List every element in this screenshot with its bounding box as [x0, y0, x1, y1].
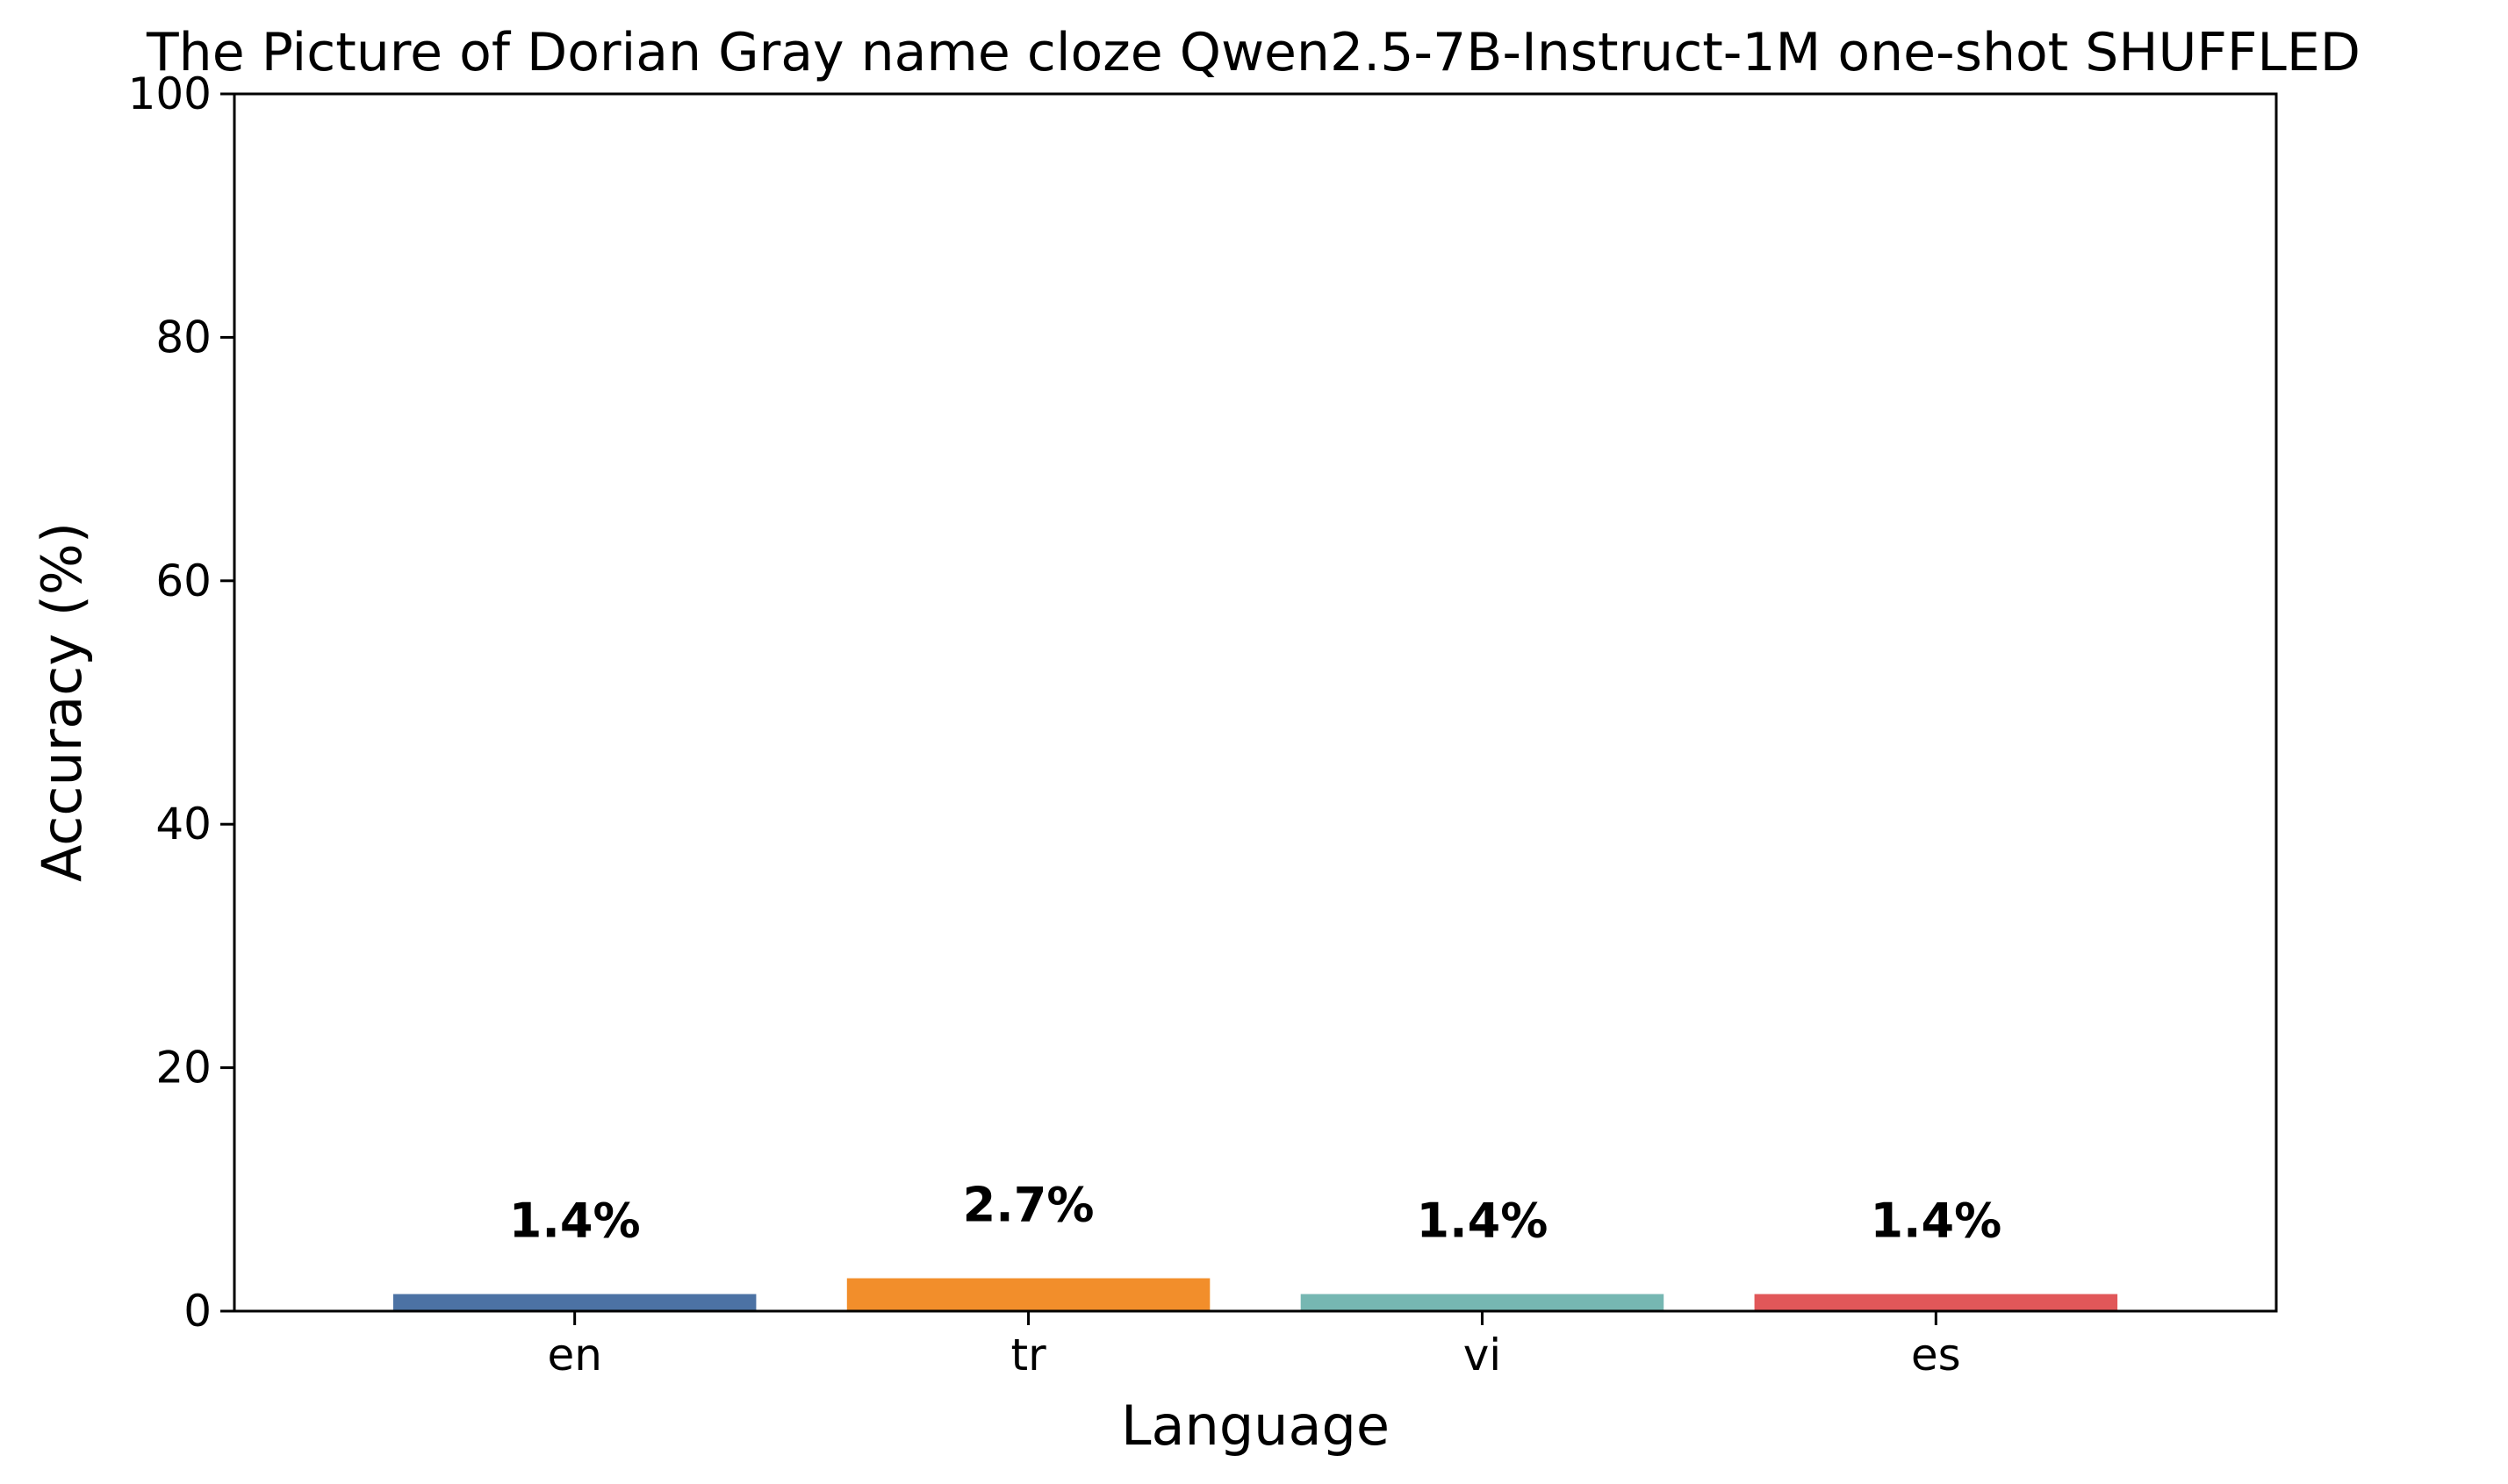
- bar-vi: [1300, 1294, 1664, 1311]
- value-label-es: 1.4%: [1870, 1193, 2001, 1248]
- y-axis-label: Accuracy (%): [30, 522, 94, 882]
- plot-area: 1.4% 2.7% 1.4% 1.4%: [392, 1177, 2118, 1311]
- y-tick-label: 80: [155, 312, 212, 362]
- chart-title: The Picture of Dorian Gray name cloze Qw…: [146, 22, 2361, 83]
- x-tick-label-es: es: [1911, 1330, 1961, 1380]
- plot-frame: [233, 92, 2278, 1313]
- value-label-en: 1.4%: [509, 1193, 641, 1248]
- x-tick-label-en: en: [547, 1330, 601, 1380]
- x-axis-label: Language: [1121, 1394, 1390, 1458]
- y-tick-label: 40: [155, 799, 212, 850]
- y-tick-label: 0: [183, 1286, 212, 1337]
- x-tick-label-vi: vi: [1463, 1330, 1501, 1380]
- bar-tr: [846, 1278, 1211, 1311]
- y-tick-label: 20: [155, 1043, 212, 1093]
- y-tick-label: 60: [155, 556, 212, 606]
- y-tick-label: 100: [128, 68, 212, 119]
- bar-en: [392, 1294, 757, 1311]
- bar-es: [1754, 1294, 2118, 1311]
- x-tick-label-tr: tr: [1010, 1330, 1046, 1380]
- value-label-vi: 1.4%: [1417, 1193, 1549, 1248]
- value-label-tr: 2.7%: [963, 1177, 1095, 1232]
